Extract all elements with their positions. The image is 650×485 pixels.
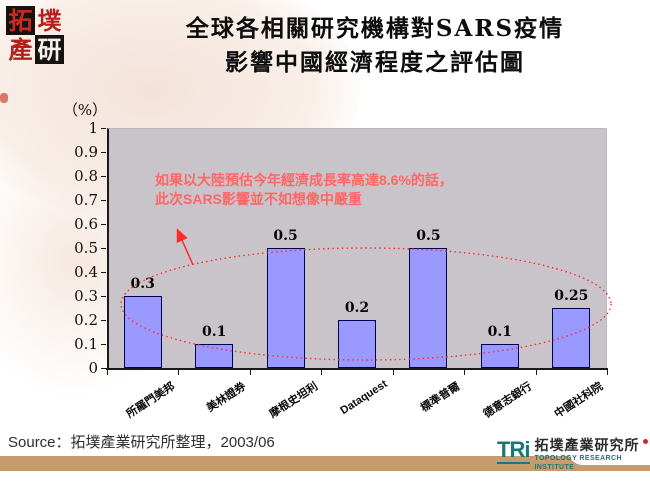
y-tick-mark [101,296,106,297]
source-text: Source：拓墣產業研究所整理，2003/06 [8,434,275,451]
y-tick-mark [101,368,106,369]
y-tick-mark [101,128,106,129]
x-tick-mark [535,370,537,375]
x-tick-mark [107,370,108,375]
y-tick-mark [101,320,106,321]
y-tick-mark [101,200,106,201]
y-tick-mark [101,248,106,249]
footer-bar [0,456,650,471]
annotation-line-1: 如果以大陸預估今年經濟成長率高達8.6%的話， [155,172,453,188]
bar [480,344,519,368]
bar [266,248,305,368]
bar [338,320,376,368]
x-tick-mark [249,370,251,375]
bar [195,344,234,368]
x-axis-line [106,368,608,370]
y-tick-label: 0.6 [74,215,98,233]
y-tick-label: 0.2 [74,311,98,329]
logo-char: 產 [8,35,33,64]
x-tick-mark [607,370,608,375]
tri-footer-logo: TRi 拓墣產業研究所 TOPOLOGY RESEARCH INSTITUTE [497,437,648,471]
y-tick-mark [101,344,106,345]
tri-corner-logo: 拓 墣 產 研 [6,6,64,64]
bar [409,248,448,368]
y-tick-label: 0.9 [74,143,98,161]
logo-char: 拓 [6,6,35,35]
y-tick-label: 0.8 [74,167,98,185]
annotation-line-2: 此次SARS影響並不如想像中嚴重 [155,191,362,207]
annotation-text: 如果以大陸預估今年經濟成長率高達8.6%的話， 此次SARS影響並不如想像中嚴重 [155,171,485,209]
bar-value-label: 0.3 [130,276,155,292]
y-tick-mark [101,152,106,153]
bar-value-label: 0.2 [344,300,370,316]
bar-value-label: 0.5 [273,228,298,244]
logo-char: 研 [35,35,64,64]
bar-value-label: 0.1 [201,324,227,340]
x-tick-mark [464,370,466,375]
y-tick-mark [101,176,106,177]
x-tick-mark [321,370,323,375]
tri-logo-red-dot-icon [643,439,648,444]
background-map-red-speck [0,93,8,103]
tri-logo-wordmark: TRi [497,437,530,464]
title-line-1: 全球各相關研究機構對SARS疫情 [185,15,565,42]
bar [552,308,591,368]
y-tick-label: 0.4 [74,263,98,281]
y-tick-label: 1 [88,119,98,137]
x-tick-mark [178,370,180,375]
bar [123,296,162,368]
y-axis-unit-label: （%） [62,101,108,119]
y-tick-label: 0.5 [74,239,98,257]
bar-value-label: 0.5 [416,228,441,244]
tri-logo-english-name: TOPOLOGY RESEARCH INSTITUTE [534,455,622,471]
bar-value-label: 0.1 [487,324,513,340]
page-title: 全球各相關研究機構對SARS疫情 影響中國經濟程度之評估圖 [100,12,650,80]
tri-logo-chinese-name: 拓墣產業研究所 [534,438,640,454]
logo-char: 墣 [37,6,62,35]
y-tick-mark [101,224,106,225]
x-tick-mark [392,370,394,375]
y-tick-mark [101,272,106,273]
bar-value-label: 0.25 [554,288,589,304]
y-tick-label: 0 [88,359,98,377]
footer-bar-cutout [568,450,650,465]
y-tick-label: 0.7 [74,191,98,209]
y-tick-label: 0.1 [74,335,98,353]
y-tick-label: 0.3 [74,287,98,305]
title-line-2: 影響中國經濟程度之評估圖 [225,49,525,76]
